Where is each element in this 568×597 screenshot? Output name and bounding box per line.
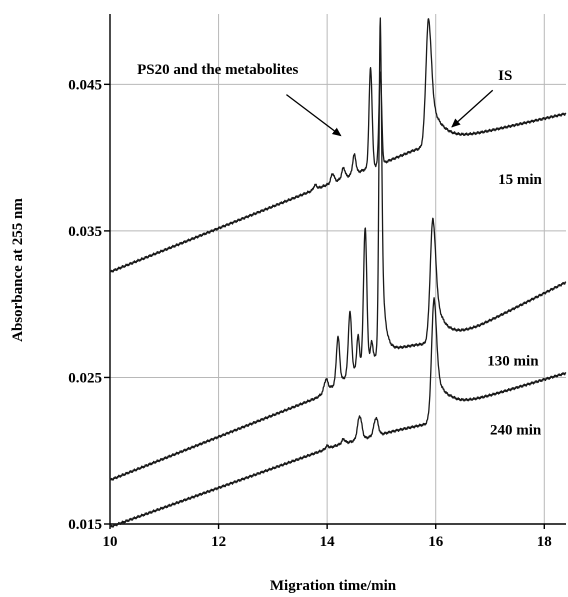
x-tick-label: 18	[537, 534, 552, 550]
axes	[104, 14, 566, 529]
annotations: PS20 and the metabolites IS 15 min 130 min 2…	[137, 62, 542, 439]
annotation-t240: 240 min	[490, 423, 542, 439]
x-tick-label: 10	[103, 534, 118, 550]
x-tick-label: 14	[320, 534, 336, 550]
y-tick-label: 0.045	[68, 77, 102, 93]
x-axis-label: Migration time/min	[270, 578, 397, 594]
annotation-ps20: PS20 and the metabolites	[137, 62, 298, 78]
tick-labels: 10 12 14 16 18 0.015 0.025 0.035 0.045	[68, 77, 552, 550]
annotation-t15: 15 min	[498, 172, 542, 188]
annotation-arrow-is	[451, 89, 494, 128]
series-group	[109, 17, 567, 528]
x-tick-label: 12	[211, 534, 226, 550]
annotation-is: IS	[498, 68, 512, 84]
y-axis-label: Absorbance at 255 nm	[10, 198, 26, 342]
x-tick-label: 16	[428, 534, 444, 550]
annotation-t130: 130 min	[487, 354, 539, 370]
grid	[109, 14, 566, 525]
series-line-240-min	[109, 297, 567, 528]
y-tick-label: 0.025	[68, 370, 102, 386]
series-line-130-min	[109, 17, 567, 481]
series-line-15-min	[109, 18, 567, 273]
annotation-arrow-ps20	[286, 94, 342, 137]
y-tick-label: 0.015	[68, 517, 102, 533]
y-tick-label: 0.035	[68, 224, 102, 240]
